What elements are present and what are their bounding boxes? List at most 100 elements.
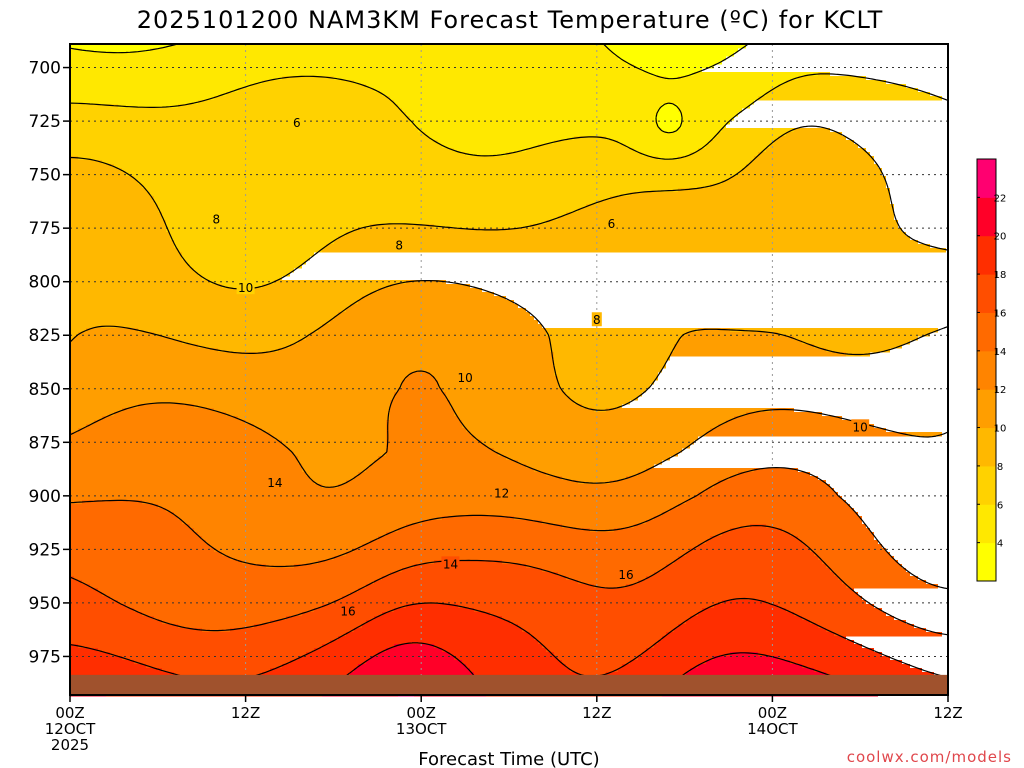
- contour-label: 8: [213, 213, 221, 227]
- fill-cell: [102, 592, 350, 597]
- fill-cell: [626, 144, 706, 149]
- fill-cell: [470, 668, 570, 673]
- fill-cell: [70, 256, 182, 261]
- fill-cell: [578, 580, 638, 585]
- fill-cell: [70, 196, 154, 201]
- fill-cell: [246, 420, 386, 425]
- fill-cell: [370, 540, 706, 545]
- fill-cell: [678, 108, 742, 113]
- fill-cell: [714, 656, 778, 661]
- fill-cell: [70, 240, 174, 245]
- fill-cell: [558, 216, 894, 221]
- fill-cell: [70, 140, 438, 145]
- fill-cell: [554, 356, 670, 361]
- fill-cell: [394, 608, 474, 613]
- fill-cell: [238, 416, 390, 421]
- fill-cell: [814, 344, 902, 349]
- fill-cell: [766, 600, 866, 605]
- y-tick-label: 725: [29, 112, 61, 132]
- contour-label: 6: [293, 116, 301, 130]
- fill-cell: [402, 384, 438, 389]
- fill-cell: [566, 212, 894, 217]
- fill-cell: [70, 176, 134, 181]
- colorbar-segment: [977, 542, 996, 582]
- fill-cell: [70, 508, 166, 513]
- fill-cell: [686, 672, 826, 677]
- fill-cell: [562, 524, 634, 529]
- fill-cell: [306, 472, 358, 477]
- fill-cell: [682, 124, 726, 129]
- fill-cell: [334, 240, 918, 245]
- fill-cell: [386, 444, 486, 449]
- fill-cell: [70, 352, 554, 357]
- contour-label: 10: [853, 420, 868, 434]
- fill-cell: [814, 552, 890, 557]
- fill-cell: [334, 556, 678, 561]
- fill-cell: [654, 572, 834, 577]
- fill-cell: [70, 560, 242, 565]
- fill-cell: [402, 108, 658, 113]
- fill-cell: [70, 484, 322, 489]
- fill-cell: [746, 164, 878, 169]
- fill-cell: [70, 72, 650, 77]
- fill-cell: [70, 404, 138, 409]
- fill-cell: [466, 664, 566, 669]
- fill-cell: [118, 104, 178, 109]
- fill-cell: [410, 120, 658, 125]
- fill-cell: [70, 572, 390, 577]
- fill-cell: [70, 540, 206, 545]
- fill-cell: [682, 116, 734, 121]
- fill-cell: [442, 144, 538, 149]
- fill-cell: [354, 476, 562, 481]
- fill-cell: [70, 644, 78, 649]
- fill-cell: [142, 612, 302, 617]
- fill-cell: [70, 460, 298, 465]
- fill-cell: [242, 560, 318, 565]
- fill-cell: [70, 276, 202, 281]
- fill-cell: [510, 620, 686, 625]
- fill-cell: [346, 480, 578, 485]
- colorbar-segment: [977, 312, 996, 352]
- fill-cell: [674, 628, 826, 633]
- fill-cell: [178, 516, 442, 521]
- fill-cell: [70, 120, 410, 125]
- contour-label-bg: [492, 485, 511, 500]
- fill-cell: [70, 588, 98, 593]
- fill-cell: [570, 668, 618, 673]
- fill-cell: [298, 460, 374, 465]
- contour-label-bg: [236, 280, 255, 295]
- fill-cell: [662, 512, 858, 517]
- contour-label: 16: [340, 604, 355, 618]
- fill-cell: [546, 328, 698, 333]
- fill-cell: [534, 468, 646, 473]
- fill-cell: [374, 88, 770, 93]
- fill-cell: [338, 312, 530, 317]
- fill-cell: [154, 200, 598, 205]
- fill-cell: [406, 524, 562, 529]
- fill-cell: [70, 356, 554, 361]
- fill-cell: [622, 664, 698, 669]
- fill-cell: [70, 496, 694, 501]
- fill-cell: [282, 664, 358, 669]
- fill-cell: [398, 104, 662, 109]
- fill-cell: [678, 188, 890, 193]
- fill-cell: [730, 528, 782, 533]
- fill-cell: [666, 632, 834, 637]
- fill-cell: [214, 96, 390, 101]
- fill-cell: [794, 336, 918, 341]
- fill-cell: [298, 340, 550, 345]
- fill-cell: [658, 108, 678, 113]
- fill-cell: [678, 104, 750, 109]
- fill-cell: [830, 568, 906, 573]
- fill-cell: [274, 436, 386, 441]
- fill-cell: [134, 176, 730, 181]
- fill-cell: [182, 252, 314, 257]
- fill-cell: [678, 156, 754, 161]
- fill-cell: [614, 52, 734, 57]
- fill-cell: [70, 308, 346, 313]
- fill-cell: [70, 524, 190, 529]
- fill-cell: [170, 44, 606, 49]
- fill-cell: [826, 564, 902, 569]
- fill-cell: [562, 476, 626, 481]
- fill-cell: [70, 600, 118, 605]
